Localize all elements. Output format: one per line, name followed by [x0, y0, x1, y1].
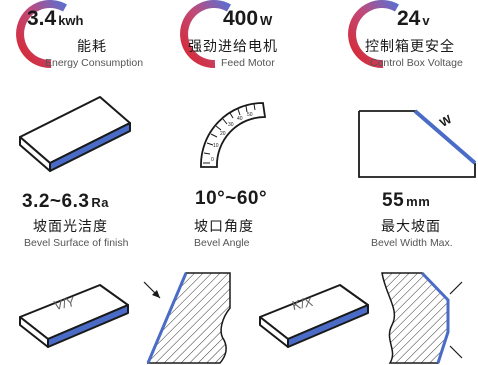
finish-en-label: Bevel Surface of finish — [24, 237, 129, 249]
svg-text:0: 0 — [211, 157, 214, 163]
motor-arc-icon — [180, 0, 231, 69]
motor-cn-label: 强劲进给电机 — [188, 38, 278, 54]
motor-value: 400 W — [223, 7, 273, 30]
energy-en-label: Energy Consumption — [45, 57, 144, 69]
voltage-cn-label: 控制箱更安全 — [365, 38, 455, 54]
svg-text:40: 40 — [237, 116, 243, 122]
energy-value: 3.4 kwh — [27, 7, 84, 30]
svg-text:10: 10 — [213, 143, 219, 149]
svg-text:50: 50 — [247, 112, 253, 118]
voltage-en-label: Control Box Voltage — [370, 57, 463, 69]
width-value: 55 mm — [382, 190, 431, 211]
surface-finish-block-diagram — [19, 96, 131, 172]
svg-text:20: 20 — [220, 131, 226, 137]
energy-cn-label: 能耗 — [77, 38, 107, 54]
width-cn-label: 最大坡面 — [381, 218, 441, 234]
vy-block-diagram — [19, 284, 129, 348]
voltage-arc-icon — [348, 0, 399, 69]
svg-text:30: 30 — [228, 122, 234, 128]
voltage-value: 24 v — [397, 7, 430, 30]
angle-cn-label: 坡口角度 — [194, 218, 254, 234]
finish-value: 3.2~6.3 Ra — [22, 191, 110, 212]
angle-value: 10°~60° — [195, 188, 268, 209]
motor-en-label: Feed Motor — [221, 57, 275, 69]
bevel-width-diagram — [358, 109, 477, 178]
kx-bevel-section-diagram — [381, 271, 463, 364]
angle-en-label: Bevel Angle — [194, 237, 250, 249]
finish-cn-label: 坡面光洁度 — [33, 218, 108, 234]
vy-bevel-section-diagram — [143, 272, 231, 364]
width-en-label: Bevel Width Max. — [371, 237, 453, 249]
energy-arc-icon — [16, 0, 67, 69]
kx-block-diagram — [259, 284, 369, 348]
